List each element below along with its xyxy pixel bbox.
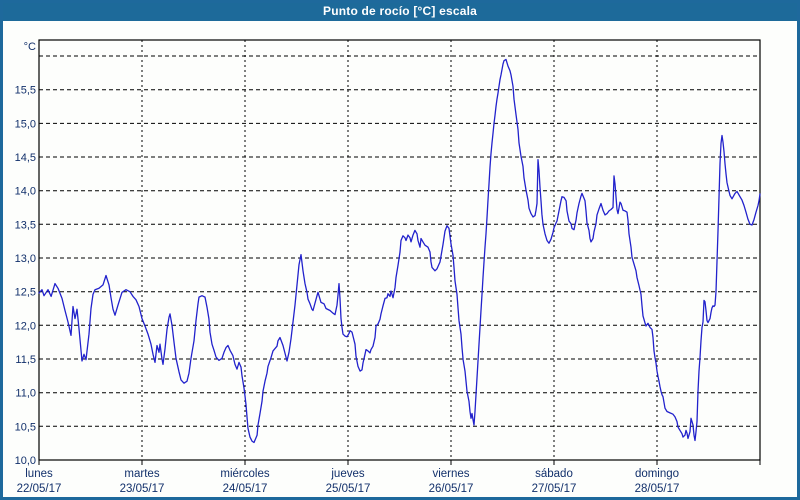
x-date-label: 22/05/17 [17, 483, 62, 495]
y-tick-label: 10,0 [15, 455, 36, 467]
y-tick-label: 13,5 [15, 219, 36, 231]
y-tick-label: 15,5 [15, 85, 36, 97]
y-tick-label: 11,5 [15, 354, 36, 366]
x-date-label: 23/05/17 [120, 483, 165, 495]
y-axis-labels: 10,0 10,5 11,0 11,5 12,0 12,5 13,0 13,5 14,0 14,5… [15, 41, 36, 467]
x-axis-labels: lunes 22/05/17 martes 23/05/17 miércoles 24/0… [17, 468, 680, 495]
y-tick-label: 11,0 [15, 388, 36, 400]
y-axis-unit: °C [24, 41, 36, 53]
x-day-label: martes [124, 468, 159, 480]
y-tick-label: 12,5 [15, 287, 36, 299]
axis-ticks [38, 460, 761, 465]
x-day-label: sábado [535, 468, 573, 480]
plot-area [38, 39, 761, 461]
x-date-label: 25/05/17 [326, 483, 371, 495]
y-tick-label: 15,0 [15, 118, 36, 130]
x-date-label: 26/05/17 [429, 483, 474, 495]
x-gridlines [141, 40, 658, 460]
x-day-label: miércoles [220, 468, 269, 480]
x-day-label: jueves [330, 468, 364, 480]
x-day-label: domingo [635, 468, 679, 480]
chart-title: Punto de rocío [°C] escala [322, 3, 478, 18]
y-gridlines [39, 55, 760, 427]
y-tick-label: 12,0 [15, 320, 36, 332]
y-tick-label: 14,0 [15, 186, 36, 198]
y-tick-label: 10,5 [15, 421, 36, 433]
x-date-label: 27/05/17 [532, 483, 577, 495]
y-tick-label: 13,0 [15, 253, 36, 265]
dew-point-series [38, 58, 761, 444]
x-day-label: viernes [432, 468, 469, 480]
title-bar: Punto de rocío [°C] escala [3, 3, 797, 21]
plot-border [38, 39, 761, 461]
x-day-label: lunes [25, 468, 53, 480]
x-date-label: 28/05/17 [635, 483, 680, 495]
y-tick-label: 14,5 [15, 152, 36, 164]
x-date-label: 24/05/17 [223, 483, 268, 495]
series-line [38, 58, 761, 444]
